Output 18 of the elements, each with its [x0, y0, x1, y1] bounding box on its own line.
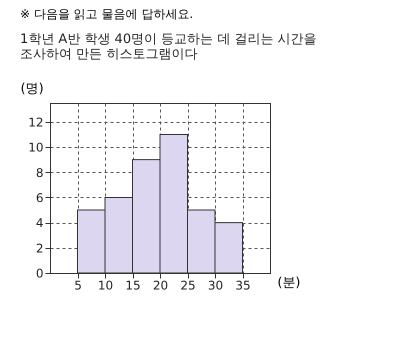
y-tick-label: 10: [28, 140, 44, 155]
chart-title: ※ 다음을 읽고 물음에 답하세요.: [20, 7, 194, 21]
x-tick-label: 15: [125, 278, 141, 292]
x-tick-label: 35: [235, 278, 251, 292]
x-tick-label: 5: [74, 278, 82, 292]
x-tick-label: 20: [152, 278, 168, 292]
x-axis-title: (분): [277, 276, 300, 290]
x-tick-label: 10: [98, 278, 114, 292]
x-tick-label: 30: [208, 278, 224, 292]
x-tick-label: 25: [180, 278, 196, 292]
y-tick-label: 8: [36, 166, 44, 180]
y-tick-label: 0: [36, 266, 44, 280]
y-tick-label: 4: [36, 216, 44, 230]
y-tick-label: 2: [36, 241, 44, 256]
y-tick-label: 6: [36, 190, 44, 205]
chart-subtitle: 1학년 A반 학생 40명이 등교하는 데 걸리는 시간을 조사하여 만든 히스토그램이다: [20, 32, 317, 62]
y-axis-title: (명): [20, 82, 44, 96]
y-tick-label: 12: [28, 115, 44, 130]
